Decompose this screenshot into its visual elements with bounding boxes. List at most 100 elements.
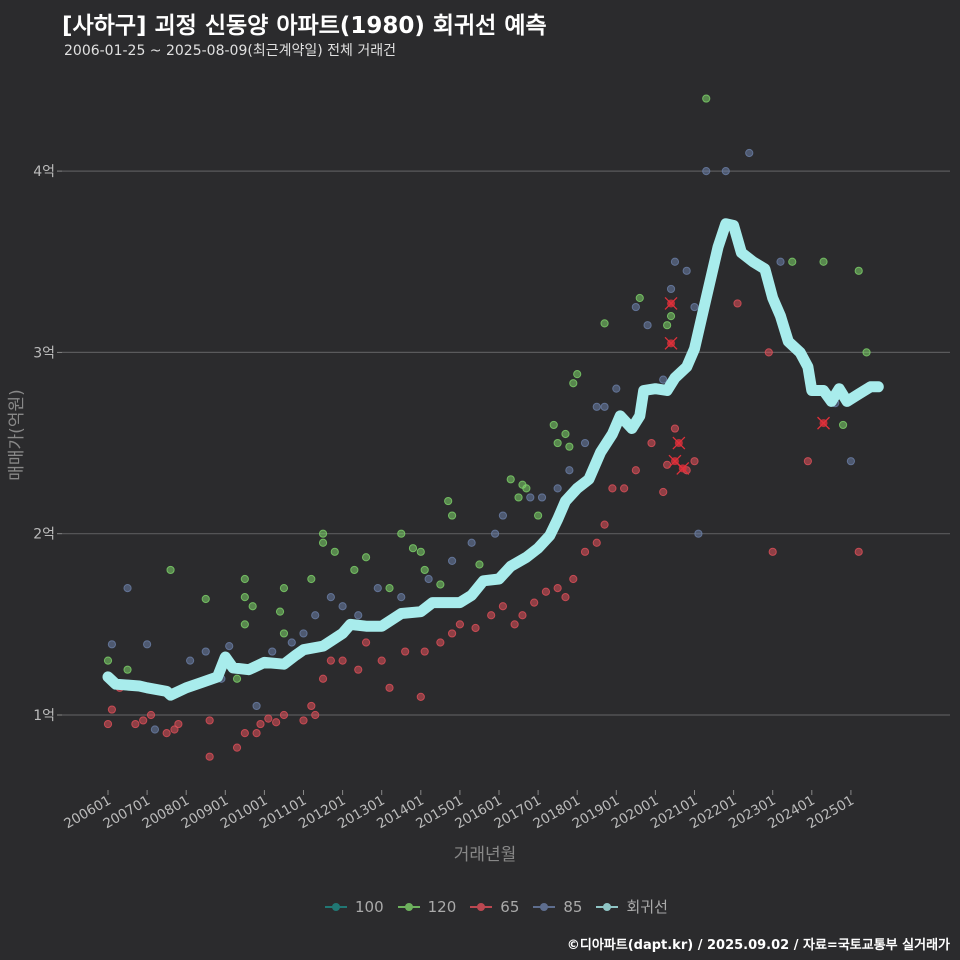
data-point-65 bbox=[854, 547, 863, 556]
data-point-65 bbox=[264, 714, 273, 723]
data-point-85 bbox=[490, 529, 500, 538]
data-point-65 bbox=[131, 719, 140, 729]
y-axis-label: 매매가(억원) bbox=[7, 389, 27, 480]
data-point-65 bbox=[299, 716, 308, 725]
highlight-cross-icon bbox=[672, 436, 686, 450]
data-point-120 bbox=[573, 370, 582, 379]
data-point-85 bbox=[526, 493, 535, 502]
highlight-cross-icon bbox=[664, 336, 678, 350]
data-point-85 bbox=[467, 538, 476, 547]
legend-swatch-icon bbox=[397, 902, 420, 911]
data-point-65 bbox=[608, 484, 617, 493]
data-point-120 bbox=[307, 574, 316, 584]
data-point-120 bbox=[788, 257, 797, 266]
data-point-65 bbox=[530, 598, 539, 607]
data-point-65 bbox=[205, 752, 214, 761]
data-point-85 bbox=[592, 402, 601, 411]
data-point-65 bbox=[670, 424, 680, 433]
legend-swatch-icon bbox=[533, 902, 556, 911]
data-point-120 bbox=[436, 580, 445, 589]
data-point-120 bbox=[569, 379, 578, 388]
data-point-85 bbox=[107, 640, 117, 649]
legend-swatch-icon bbox=[470, 902, 493, 911]
data-point-65 bbox=[307, 701, 316, 711]
data-point-65 bbox=[631, 466, 640, 475]
data-point-65 bbox=[361, 638, 371, 647]
data-point-85 bbox=[702, 167, 711, 176]
highlight-cross-icon bbox=[664, 296, 678, 310]
data-point-120 bbox=[819, 257, 828, 266]
data-point-120 bbox=[635, 293, 644, 303]
data-point-65 bbox=[256, 719, 265, 729]
data-point-65 bbox=[311, 710, 320, 720]
data-point-120 bbox=[514, 493, 523, 502]
data-point-65 bbox=[569, 574, 578, 584]
data-point-65 bbox=[487, 611, 496, 620]
data-point-85 bbox=[721, 167, 730, 176]
data-point-85 bbox=[311, 611, 320, 620]
data-point-65 bbox=[541, 587, 551, 596]
legend-item: 65 bbox=[470, 898, 519, 916]
data-point-85 bbox=[424, 574, 433, 584]
data-point-120 bbox=[103, 656, 113, 665]
legend-label: 100 bbox=[355, 897, 384, 916]
data-point-120 bbox=[318, 529, 328, 538]
y-tick-label: 3억 bbox=[33, 345, 55, 361]
legend-item: 120 bbox=[397, 898, 456, 916]
data-point-120 bbox=[862, 348, 871, 357]
data-point-85 bbox=[553, 484, 562, 493]
data-point-65 bbox=[146, 710, 156, 720]
data-point-65 bbox=[377, 656, 386, 665]
data-point-120 bbox=[416, 547, 425, 556]
data-point-85 bbox=[447, 556, 457, 565]
data-point-85 bbox=[682, 266, 691, 275]
data-point-85 bbox=[373, 583, 382, 593]
data-point-85 bbox=[565, 466, 574, 475]
data-point-85 bbox=[600, 402, 609, 411]
data-point-65 bbox=[436, 638, 445, 647]
data-point-85 bbox=[498, 511, 508, 520]
data-point-65 bbox=[416, 692, 425, 701]
data-point-120 bbox=[166, 565, 175, 575]
legend-label: 회귀선 bbox=[626, 898, 668, 916]
data-point-65 bbox=[401, 647, 410, 656]
data-point-85 bbox=[670, 257, 680, 266]
chart-title: [사하구] 괴정 신동양 아파트(1980) 회귀선 예측 bbox=[62, 13, 547, 39]
data-point-65 bbox=[455, 620, 464, 629]
data-point-85 bbox=[397, 593, 406, 602]
legend-label: 85 bbox=[563, 897, 583, 916]
credit-text: ©디아파트(dapt.kr) / 2025.09.02 / 자료=국토교통부 실… bbox=[566, 938, 950, 953]
data-point-85 bbox=[354, 611, 363, 620]
data-point-65 bbox=[385, 683, 394, 692]
data-point-65 bbox=[252, 729, 261, 738]
legend-swatch-icon bbox=[596, 902, 619, 911]
data-point-65 bbox=[553, 583, 562, 593]
data-point-120 bbox=[232, 674, 242, 683]
data-point-65 bbox=[420, 647, 429, 656]
data-point-65 bbox=[600, 520, 609, 529]
data-point-120 bbox=[330, 547, 339, 556]
data-point-85 bbox=[659, 375, 668, 384]
data-point-85 bbox=[666, 284, 676, 294]
y-tick-label: 1억 bbox=[33, 708, 55, 724]
data-point-65 bbox=[170, 725, 179, 734]
data-point-120 bbox=[549, 420, 558, 430]
data-point-65 bbox=[232, 743, 242, 752]
data-point-120 bbox=[248, 602, 257, 611]
data-point-85 bbox=[631, 302, 640, 312]
data-point-85 bbox=[150, 725, 160, 734]
data-point-65 bbox=[768, 547, 777, 556]
data-point-65 bbox=[620, 484, 629, 493]
data-point-65 bbox=[471, 623, 480, 633]
data-point-65 bbox=[174, 719, 183, 729]
data-point-65 bbox=[592, 538, 601, 547]
data-point-120 bbox=[201, 594, 210, 604]
data-point-65 bbox=[272, 718, 281, 727]
data-point-65 bbox=[354, 665, 363, 674]
data-point-65 bbox=[659, 487, 668, 497]
data-point-65 bbox=[647, 438, 656, 448]
data-point-120 bbox=[522, 484, 531, 493]
data-point-120 bbox=[534, 511, 543, 520]
data-point-65 bbox=[510, 620, 519, 629]
data-point-85 bbox=[694, 529, 703, 538]
